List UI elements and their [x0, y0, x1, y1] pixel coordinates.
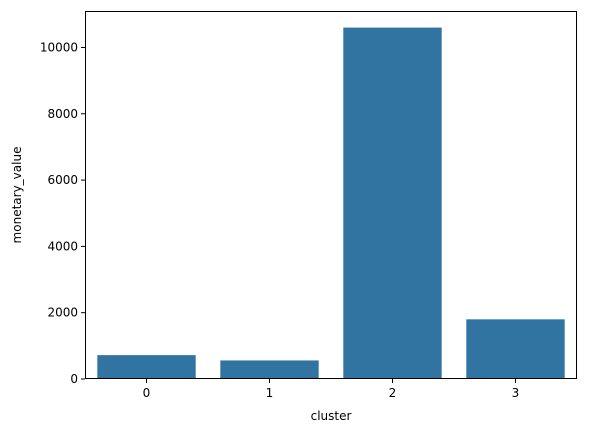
bars-group [97, 27, 565, 380]
y-tick-label: 4000 [47, 239, 78, 253]
y-tick-label: 8000 [47, 107, 78, 121]
y-axis-ticks: 0 2000 4000 6000 8000 10000 [40, 40, 85, 386]
x-axis-ticks: 0 1 2 3 [143, 379, 520, 400]
bar-cluster-1 [220, 360, 319, 379]
y-tick-label: 6000 [47, 173, 78, 187]
y-tick-label: 10000 [40, 40, 78, 54]
bar-cluster-0 [97, 355, 196, 379]
plot-frame [85, 11, 577, 379]
x-tick-label: 2 [389, 386, 397, 400]
y-axis-label: monetary_value [10, 147, 24, 244]
x-tick-label: 3 [512, 386, 520, 400]
x-tick-label: 1 [266, 386, 274, 400]
bar-cluster-3 [466, 319, 565, 379]
y-tick-label: 2000 [47, 306, 78, 320]
x-axis-label: cluster [311, 409, 352, 423]
bar-cluster-2 [343, 27, 442, 380]
x-tick-label: 0 [143, 386, 151, 400]
y-tick-label: 0 [70, 372, 78, 386]
